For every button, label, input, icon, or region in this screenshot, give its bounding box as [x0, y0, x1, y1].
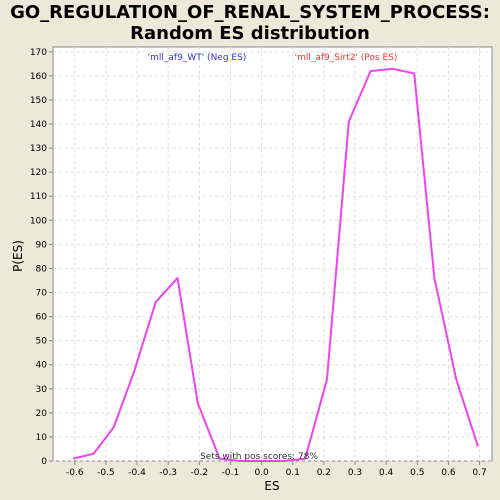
chart-title-line1: GO_REGULATION_OF_RENAL_SYSTEM_PROCESS:: [10, 2, 490, 23]
x-tick-label: 0.0: [254, 468, 269, 478]
y-tick-label: 170: [30, 48, 47, 58]
y-tick-label: 50: [36, 337, 48, 347]
y-tick-label: 70: [36, 289, 48, 299]
x-tick-label: -0.6: [66, 468, 84, 478]
plot-area: [52, 46, 493, 462]
x-tick-label: 0.7: [472, 468, 486, 478]
x-tick-label: -0.1: [222, 468, 240, 478]
neg-es-label: 'mll_af9_WT' (Neg ES): [148, 53, 247, 63]
x-tick-label: -0.4: [128, 468, 146, 478]
y-tick-label: 30: [36, 385, 48, 395]
x-axis-label: ES: [264, 479, 279, 493]
y-tick-label: 80: [36, 264, 48, 274]
y-tick-label: 130: [30, 144, 47, 154]
x-axis-ticks: -0.6 -0.5 -0.4 -0.3 -0.2 -0.1 0.0 0.1 0.2 0.3 0.4 0…: [66, 461, 487, 478]
y-tick-label: 60: [36, 313, 48, 323]
y-tick-label: 40: [36, 361, 48, 371]
x-tick-label: 0.5: [410, 468, 424, 478]
y-tick-label: 120: [30, 168, 47, 178]
x-tick-label: 0.4: [379, 468, 394, 478]
chart-title-line2: Random ES distribution: [130, 23, 370, 44]
y-axis-label: P(ES): [11, 240, 25, 272]
x-tick-label: 0.6: [441, 468, 456, 478]
pos-es-label: 'mll_af9_Sirt2' (Pos ES): [295, 53, 398, 63]
y-tick-label: 10: [36, 433, 48, 443]
y-tick-label: 160: [30, 72, 47, 82]
pos-scores-text: Sets with pos scores: 78%: [200, 452, 318, 462]
grid-lines: [53, 47, 492, 462]
y-tick-label: 150: [30, 96, 47, 106]
y-axis-ticks: 0 10 20 30 40 50 60 70 80 90 100 110 120 130 140 150 160…: [30, 48, 53, 467]
y-tick-label: 100: [30, 216, 47, 226]
y-tick-label: 110: [30, 192, 47, 202]
y-tick-label: 0: [41, 457, 47, 467]
series-line: [72, 67, 479, 462]
y-tick-label: 140: [30, 120, 47, 130]
x-tick-label: -0.2: [191, 468, 209, 478]
y-tick-label: 90: [36, 240, 48, 250]
x-tick-label: -0.3: [159, 468, 177, 478]
x-tick-label: 0.1: [286, 468, 300, 478]
y-tick-label: 20: [36, 409, 48, 419]
x-tick-label: 0.2: [317, 468, 331, 478]
x-tick-label: -0.5: [97, 468, 115, 478]
x-tick-label: 0.3: [348, 468, 362, 478]
